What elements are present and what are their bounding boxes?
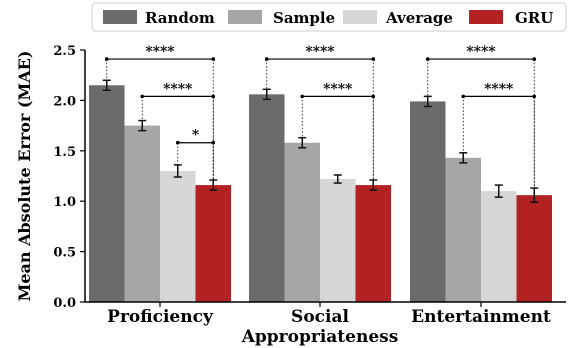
category-label: Entertainment [411, 307, 551, 327]
significance-dot [211, 94, 216, 99]
significance-dot [264, 57, 269, 61]
y-tick-label: 2.5 [53, 44, 76, 59]
y-tick-label: 0.0 [53, 296, 76, 311]
bar-random [410, 101, 446, 303]
significance-dot [211, 140, 216, 145]
bar-sample [445, 157, 481, 302]
significance-label: **** [305, 44, 335, 60]
bar-sample [284, 142, 320, 302]
significance-dot [371, 57, 376, 61]
significance-dot [425, 57, 430, 61]
significance-dot [300, 94, 305, 99]
legend-label-average: Average [385, 9, 453, 27]
legend-label-random: Random [145, 9, 215, 27]
y-tick-label: 0.5 [53, 246, 76, 261]
significance-dot [461, 94, 466, 99]
bar-gru [355, 185, 391, 302]
bar-average [481, 191, 517, 302]
bar-gru [516, 195, 552, 302]
legend-swatch-gru [469, 10, 503, 24]
y-tick-label: 1.0 [53, 195, 76, 210]
legend-label-gru: GRU [515, 9, 553, 27]
bar-sample [124, 125, 160, 302]
significance-dot [140, 94, 145, 99]
bar-average [320, 179, 356, 302]
legend-label-sample: Sample [273, 9, 335, 27]
category-label: Proficiency [107, 307, 214, 327]
y-tick-label: 1.5 [53, 145, 76, 160]
significance-label: **** [145, 44, 175, 60]
significance-dot [104, 57, 109, 61]
category-label: Social [291, 307, 349, 327]
significance-dot [211, 57, 216, 61]
significance-label: **** [466, 44, 496, 60]
bar-random [249, 94, 285, 303]
significance-label: **** [163, 81, 193, 97]
significance-label: **** [323, 81, 353, 97]
significance-dot [175, 140, 180, 145]
bar-random [89, 85, 125, 302]
bar-gru [195, 185, 231, 302]
significance-dot [371, 94, 376, 99]
significance-label: * [192, 128, 200, 144]
legend-swatch-average [343, 10, 377, 24]
significance-label: **** [484, 81, 514, 97]
legend-swatch-random [103, 10, 137, 24]
significance-dot [532, 94, 537, 99]
legend-box [91, 2, 567, 32]
significance-dot [532, 57, 537, 61]
bar-average [160, 170, 196, 302]
legend-swatch-sample [228, 10, 262, 24]
category-label: Appropriateness [241, 327, 399, 347]
y-axis-label: Mean Absolute Error (MAE) [15, 51, 34, 302]
y-tick-label: 2.0 [53, 94, 76, 109]
